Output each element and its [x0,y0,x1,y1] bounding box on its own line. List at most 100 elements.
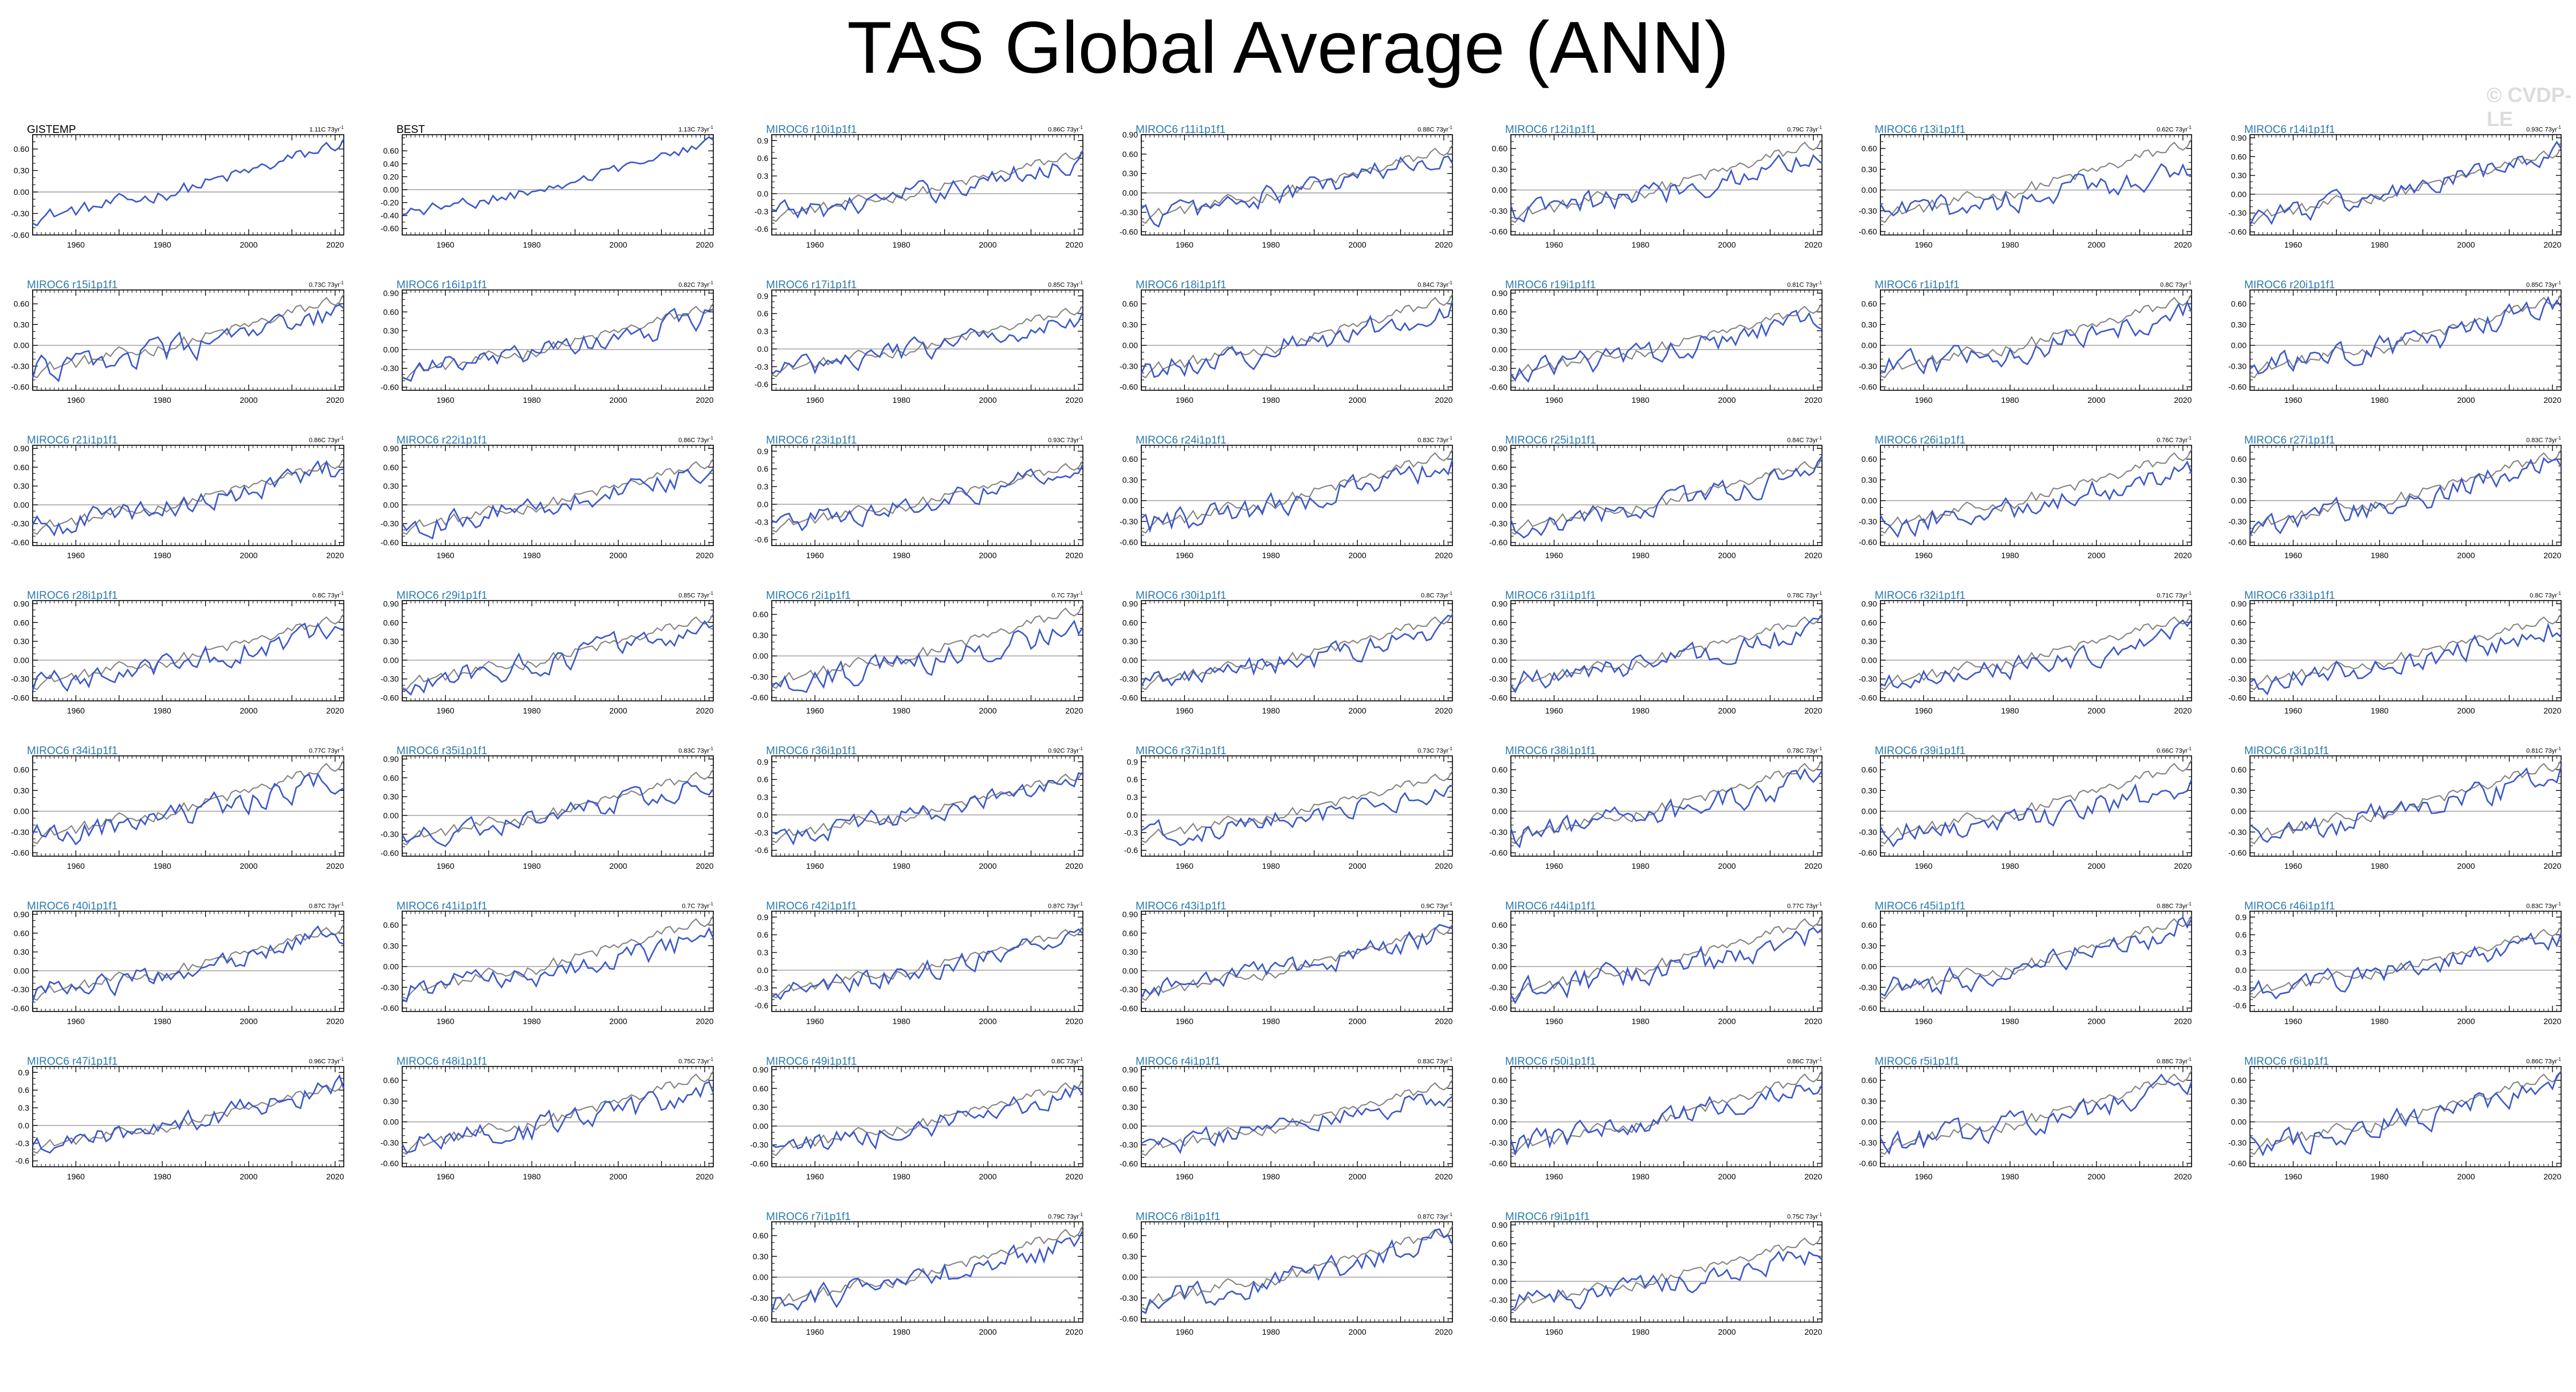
panel-trend: 0.73C 73yr-1 [309,280,344,289]
panel-miroc6-r11i1p1f1: MIROC6 r11i1p1f1 0.88C 73yr-1 0.90 0.60 0.30… [1109,121,1464,276]
model-series-line [32,304,344,383]
x-tick-label: 1960 [67,706,85,715]
y-tick-label: -0.60 [1120,538,1138,547]
x-tick-label: 1980 [154,551,171,560]
plot-frame [1880,134,2192,236]
x-tick-label: 2000 [2457,551,2475,560]
y-tick-label: -0.60 [2228,382,2247,391]
plot-frame [771,445,1083,546]
panel-trend: 0.85C 73yr-1 [678,591,713,599]
panel-trend: 0.79C 73yr-1 [1787,125,1822,134]
y-tick-label: -0.30 [2228,209,2247,218]
panel-label: MIROC6 r28i1p1f1 [27,590,118,602]
x-tick-label: 2000 [610,551,627,560]
y-tick-label: 0.30 [1122,475,1138,484]
y-tick-label: 0.30 [383,481,399,491]
x-tick-label: 1980 [893,240,910,249]
x-tick-label: 2000 [979,240,997,249]
model-series-line [2249,457,2562,536]
y-tick-label: 0.00 [2231,341,2247,350]
panel-plot: 0.60 0.30 0.00 -0.30 -0.60 1960 1980 2000 2020 [1120,445,1454,560]
panel-label: MIROC6 r10i1p1f1 [766,124,857,136]
y-tick-label: -0.60 [2228,538,2247,547]
panel-trend: 0.76C 73yr-1 [2157,436,2192,444]
x-tick-label: 1980 [1262,395,1280,405]
x-tick-label: 1960 [806,395,824,405]
panel-label: MIROC6 r17i1p1f1 [766,279,857,291]
y-tick-label: 0.90 [14,599,29,608]
x-tick-label: 1960 [437,240,454,249]
y-tick-label: 0.00 [383,500,399,509]
y-tick-label: 0.30 [1862,164,1877,174]
y-tick-label: 0.60 [14,462,29,472]
y-tick-label: -0.30 [1859,362,1877,371]
panel-label: MIROC6 r25i1p1f1 [1505,434,1596,446]
x-tick-label: 1960 [1915,240,1933,249]
x-tick-label: 2020 [1435,395,1452,405]
y-tick-label: -0.30 [1859,206,1877,215]
panel-gistemp: GISTEMP 1.11C 73yr-1 0.60 0.30 0.00 -0.30 -0.6… [0,121,355,276]
y-tick-label: 0.60 [1862,144,1877,153]
x-tick-label: 2000 [610,706,627,715]
panel-trend: 0.8C 73yr-1 [312,591,344,599]
y-tick-label: -0.30 [11,519,29,528]
obs-series-line [1510,138,1823,223]
x-tick-label: 2020 [1804,240,1822,249]
y-tick-label: 0.30 [2231,171,2247,180]
y-tick-label: -0.60 [380,224,399,233]
x-tick-label: 2000 [240,395,258,405]
y-tick-label: 0.0 [757,344,769,354]
y-tick-label: -0.30 [380,519,399,528]
y-tick-label: 0.00 [2231,496,2247,505]
x-tick-label: 2000 [240,240,258,249]
panel-label: MIROC6 r30i1p1f1 [1136,590,1227,602]
x-tick-label: 1960 [806,706,824,715]
y-tick-label: 0.00 [1492,186,1507,195]
model-series-line [771,311,1084,375]
y-tick-label: 0.90 [383,444,399,453]
panel-plot: 0.60 0.30 0.00 -0.30 -0.60 1960 1980 2000 2020 [1489,134,1823,249]
panel-trend: 0.86C 73yr-1 [678,436,713,444]
y-tick-label: 0.60 [1862,454,1877,464]
x-tick-label: 2000 [979,551,997,560]
y-tick-label: 0.30 [1122,637,1138,646]
model-series-line [1510,456,1823,539]
y-tick-label: 0.30 [753,630,768,640]
x-tick-label: 1980 [893,706,910,715]
y-tick-label: 0.0 [757,500,769,509]
panel-miroc6-r10i1p1f1: MIROC6 r10i1p1f1 0.86C 73yr-1 0.9 0.6 0.3 0.0… [739,121,1094,276]
x-tick-label: 2020 [1435,240,1452,249]
y-tick-label: 0.00 [753,652,768,661]
obs-series-line [32,613,344,691]
x-tick-label: 1960 [806,240,824,249]
y-tick-label: -0.3 [755,207,768,216]
y-tick-label: 0.90 [383,288,399,297]
y-tick-label: -0.60 [1489,383,1507,392]
plot-frame [32,600,344,701]
panel-miroc6-r17i1p1f1: MIROC6 r17i1p1f1 0.85C 73yr-1 0.9 0.6 0.3 0.0… [739,277,1094,432]
page-title: TAS Global Average (ANN) [847,7,1729,89]
panel-miroc6-r23i1p1f1: MIROC6 r23i1p1f1 0.93C 73yr-1 0.9 0.6 0.3 0.0… [739,432,1094,587]
x-tick-label: 1960 [437,706,454,715]
x-tick-label: 1960 [1176,240,1193,249]
panel-trend: 0.82C 73yr-1 [678,280,713,289]
y-tick-label: 0.60 [1492,144,1507,153]
model-series-line [1879,163,2192,217]
y-tick-label: 0.0 [757,189,769,198]
y-tick-label: 0.60 [14,618,29,627]
x-tick-label: 2020 [1065,395,1083,405]
x-tick-label: 1960 [437,551,454,560]
y-tick-label: 0.00 [1492,345,1507,354]
panel-label: MIROC6 r26i1p1f1 [1875,434,1966,446]
x-tick-label: 1980 [523,240,541,249]
panel-trend: 0.88C 73yr-1 [1417,125,1452,134]
panel-miroc6-r1i1p1f1: MIROC6 r1i1p1f1 0.8C 73yr-1 0.60 0.30 0.00 -0… [1848,277,2203,432]
panel-label: MIROC6 r12i1p1f1 [1505,124,1596,136]
y-tick-label: 0.30 [2231,320,2247,329]
model-series-line [771,150,1084,219]
x-tick-label: 1980 [1632,395,1650,405]
